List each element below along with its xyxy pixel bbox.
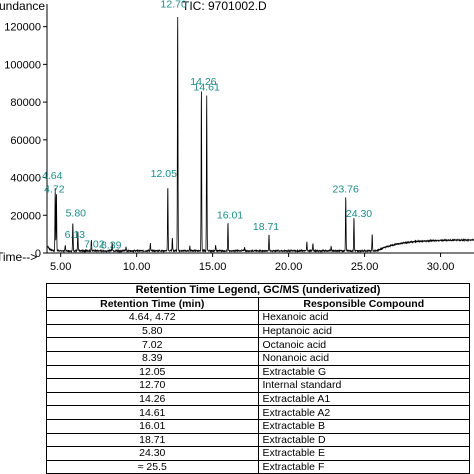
table-row: 12.70 Internal standard: [46, 378, 470, 393]
y-tick-label: 120000: [4, 22, 41, 34]
retention-time-cell: 4.64, 4.72: [46, 310, 259, 325]
compound-cell: Extractable A2: [257, 405, 470, 420]
legend-table: Retention Time Legend, GC/MS (underivati…: [46, 283, 470, 474]
x-tick-label: 10.00: [123, 261, 151, 272]
compound-cell: Internal standard: [257, 378, 470, 393]
y-tick-label: 20000: [10, 210, 41, 222]
peak-label: 12.05: [151, 168, 177, 180]
retention-time-cell: 16.01: [46, 418, 259, 434]
table-row: 18.71 Extractable D: [46, 432, 470, 448]
legend-title-row: Retention Time Legend, GC/MS (underivati…: [46, 283, 470, 298]
compound-cell: Octanoic acid: [257, 337, 470, 352]
retention-time-cell: 7.02: [46, 337, 259, 352]
peak-label: 6.13: [65, 229, 86, 241]
table-row: 14.61 Extractable A2: [46, 405, 470, 420]
chromatogram-chart: TIC: 9701002.D undance Time--> 0 20000 400…: [0, 0, 474, 272]
table-row: ≈ 25.5 Extractable F: [46, 459, 470, 474]
peak-label: 23.76: [333, 183, 359, 195]
peak-label: 14.61: [194, 81, 220, 93]
compound-cell: Nonanoic acid: [257, 350, 470, 366]
peak-label: 7.02: [84, 239, 105, 251]
table-row: 16.01 Extractable B: [46, 418, 470, 434]
tic-trace: [46, 16, 474, 254]
chart-title: TIC: 9701002.D: [182, 0, 267, 13]
compound-cell: Heptanoic acid: [257, 323, 470, 339]
y-tick-label: 40000: [10, 173, 41, 185]
legend-title: Retention Time Legend, GC/MS (underivati…: [46, 283, 470, 298]
retention-time-cell: 18.71: [46, 432, 259, 448]
table-row: 7.02 Octanoic acid: [46, 337, 470, 352]
column-header-retention-time: Retention Time (min): [46, 296, 259, 312]
retention-time-cell: 14.61: [46, 405, 259, 420]
legend-header-row: Retention Time (min) Responsible Compoun…: [46, 296, 470, 312]
table-row: 24.30 Extractable E: [46, 446, 470, 461]
x-tick-label: 25.00: [351, 261, 379, 272]
peak-label: 12.70: [161, 0, 187, 10]
compound-cell: Extractable A1: [257, 391, 470, 407]
peak-label: 18.71: [253, 221, 279, 233]
retention-time-cell: 24.30: [46, 446, 259, 461]
retention-time-cell: 12.05: [46, 364, 259, 380]
table-row: 12.05 Extractable G: [46, 364, 470, 380]
peak-label: 16.01: [217, 210, 243, 222]
table-row: 14.26 Extractable A1: [46, 391, 470, 407]
compound-cell: Hexanoic acid: [257, 310, 470, 325]
peak-label: 8.39: [101, 240, 122, 252]
peak-label: 14.26: [190, 76, 216, 88]
x-tick-label: 5.00: [50, 261, 71, 272]
y-tick-label: 100000: [4, 59, 41, 71]
retention-time-cell: 12.70: [46, 378, 259, 393]
x-axis-label: Time-->: [0, 250, 37, 264]
y-tick-label: 80000: [10, 97, 41, 109]
peak-label: 24.30: [346, 208, 372, 220]
compound-cell: Extractable E: [257, 446, 470, 461]
y-tick-label: 60000: [10, 135, 41, 147]
x-tick-label: 15.00: [199, 261, 227, 272]
y-tick-label: 0: [35, 248, 41, 260]
compound-cell: Extractable D: [257, 432, 470, 448]
y-axis-label: undance: [0, 0, 45, 13]
x-tick-label: 30.00: [427, 261, 455, 272]
peak-label: 4.64: [42, 170, 63, 182]
retention-time-cell: ≈ 25.5: [46, 459, 259, 474]
column-header-compound: Responsible Compound: [257, 296, 470, 312]
peak-label: 4.72: [44, 184, 65, 196]
compound-cell: Extractable B: [257, 418, 470, 434]
peak-label: 5.80: [66, 208, 87, 220]
retention-time-cell: 5.80: [46, 323, 259, 339]
x-tick-label: 20.00: [275, 261, 303, 272]
compound-cell: Extractable F: [257, 459, 470, 474]
retention-time-cell: 8.39: [46, 350, 259, 366]
table-row: 5.80 Heptanoic acid: [46, 323, 470, 339]
retention-time-legend: Retention Time Legend, GC/MS (underivati…: [46, 283, 470, 474]
retention-time-cell: 14.26: [46, 391, 259, 407]
table-row: 8.39 Nonanoic acid: [46, 350, 470, 366]
table-row: 4.64, 4.72 Hexanoic acid: [46, 310, 470, 325]
compound-cell: Extractable G: [257, 364, 470, 380]
